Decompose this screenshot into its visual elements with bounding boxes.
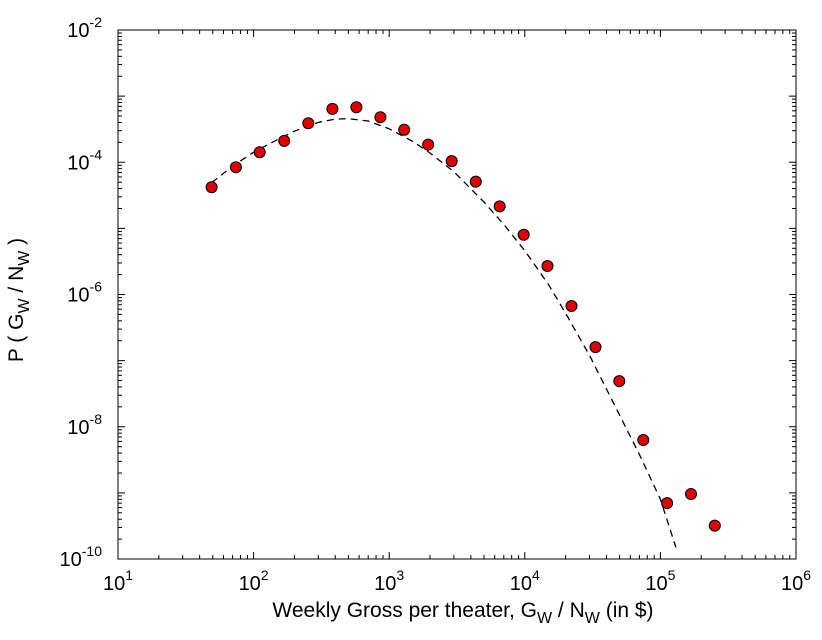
data-point: [661, 497, 674, 510]
y-tick-exponent: -10: [82, 543, 102, 559]
x-tick-label: 104: [510, 567, 540, 595]
data-point: [229, 161, 242, 174]
fit-layer: [211, 118, 677, 548]
data-point: [374, 111, 387, 124]
fit-curve: [211, 118, 677, 548]
data-point: [589, 341, 602, 354]
x-tick-base: 10: [510, 573, 532, 595]
x-tick-label: 103: [374, 567, 404, 595]
data-point: [493, 200, 506, 213]
x-tick-label: 105: [645, 567, 675, 595]
data-point: [302, 117, 315, 130]
y-axis-title: P ( GW / NW ): [5, 238, 33, 362]
y-tick-base: 10: [67, 285, 89, 307]
y-tick-exponent: -4: [90, 146, 103, 162]
data-point: [637, 434, 650, 446]
data-point: [278, 134, 291, 147]
x-tick-exponent: 3: [396, 567, 404, 583]
ticks: [117, 29, 797, 560]
y-tick-base: 10: [67, 417, 89, 439]
data-point: [469, 175, 482, 188]
y-tick-exponent: -6: [90, 279, 103, 295]
data-point: [326, 102, 339, 115]
data-point: [541, 260, 554, 272]
data-point: [613, 375, 626, 388]
x-tick-base: 10: [645, 573, 667, 595]
data-point: [445, 155, 458, 168]
data-point: [565, 300, 578, 312]
data-point: [708, 519, 721, 532]
x-tick-exponent: 5: [668, 567, 676, 583]
x-tick-exponent: 1: [125, 567, 133, 583]
x-tick-label: 102: [239, 567, 269, 595]
y-tick-exponent: -8: [90, 411, 103, 427]
x-tick-base: 10: [781, 573, 803, 595]
y-tick-label: 10-8: [67, 411, 102, 439]
x-tick-exponent: 4: [532, 567, 540, 583]
x-tick-base: 10: [374, 573, 396, 595]
marker-layer: [205, 101, 721, 532]
x-tick-base: 10: [103, 573, 125, 595]
y-tick-exponent: -2: [90, 14, 103, 30]
data-point: [517, 228, 530, 241]
y-tick-base: 10: [67, 20, 89, 42]
y-tick-label: 10-2: [67, 14, 102, 42]
data-point: [205, 181, 218, 194]
y-tick-label: 10-4: [67, 146, 102, 174]
data-point: [398, 123, 411, 136]
x-tick-exponent: 2: [261, 567, 269, 583]
x-tick-exponent: 6: [803, 567, 811, 583]
x-tick-label: 106: [781, 567, 811, 595]
x-tick-label: 101: [103, 567, 133, 595]
y-tick-base: 10: [60, 549, 82, 571]
x-axis-title: Weekly Gross per theater, GW / NW (in $): [272, 599, 653, 627]
y-tick-label: 10-10: [60, 543, 103, 571]
y-tick-label: 10-6: [67, 279, 102, 307]
data-point: [422, 138, 435, 151]
plot-area: [117, 29, 797, 560]
data-point: [685, 488, 697, 500]
x-tick-base: 10: [239, 573, 261, 595]
data-point: [253, 146, 266, 159]
y-tick-base: 10: [67, 152, 89, 174]
data-point: [350, 101, 363, 114]
